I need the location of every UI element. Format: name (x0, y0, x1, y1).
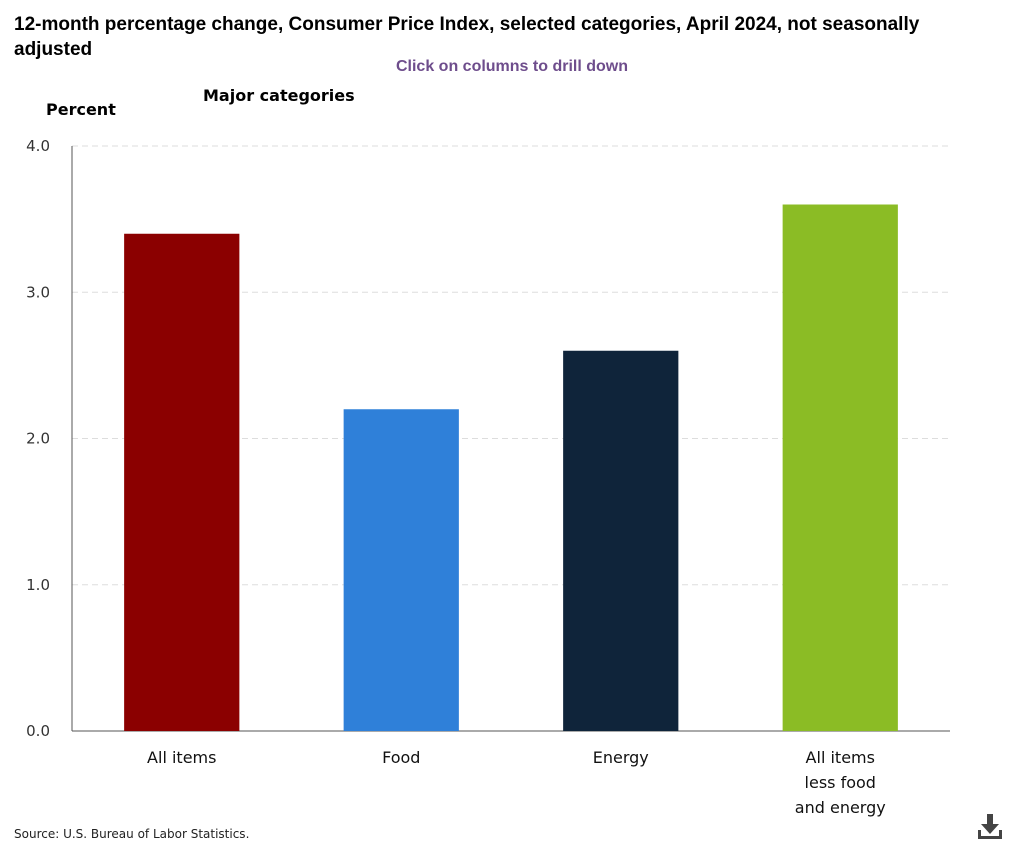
source-note: Source: U.S. Bureau of Labor Statistics. (14, 827, 250, 841)
x-tick-label: Energy (593, 748, 649, 767)
x-tick-label: Food (382, 748, 420, 767)
y-tick-label: 0.0 (26, 722, 50, 740)
y-tick-label: 1.0 (26, 576, 50, 594)
x-tick-label: All items less food and energy (795, 748, 886, 817)
x-tick-label: All items (147, 748, 216, 767)
bar[interactable] (343, 409, 459, 731)
y-axis-label: Percent (46, 100, 116, 119)
chart-title: 12-month percentage change, Consumer Pri… (14, 14, 920, 60)
bar[interactable] (124, 233, 240, 731)
y-tick-label: 4.0 (26, 137, 50, 155)
bar[interactable] (782, 204, 898, 732)
y-tick-label: 3.0 (26, 283, 50, 301)
y-tick-label: 2.0 (26, 430, 50, 448)
bar[interactable] (563, 350, 679, 731)
chart-subtitle: Major categories (203, 86, 355, 105)
drill-down-hint: Click on columns to drill down (395, 58, 628, 75)
download-icon[interactable] (974, 810, 1008, 844)
